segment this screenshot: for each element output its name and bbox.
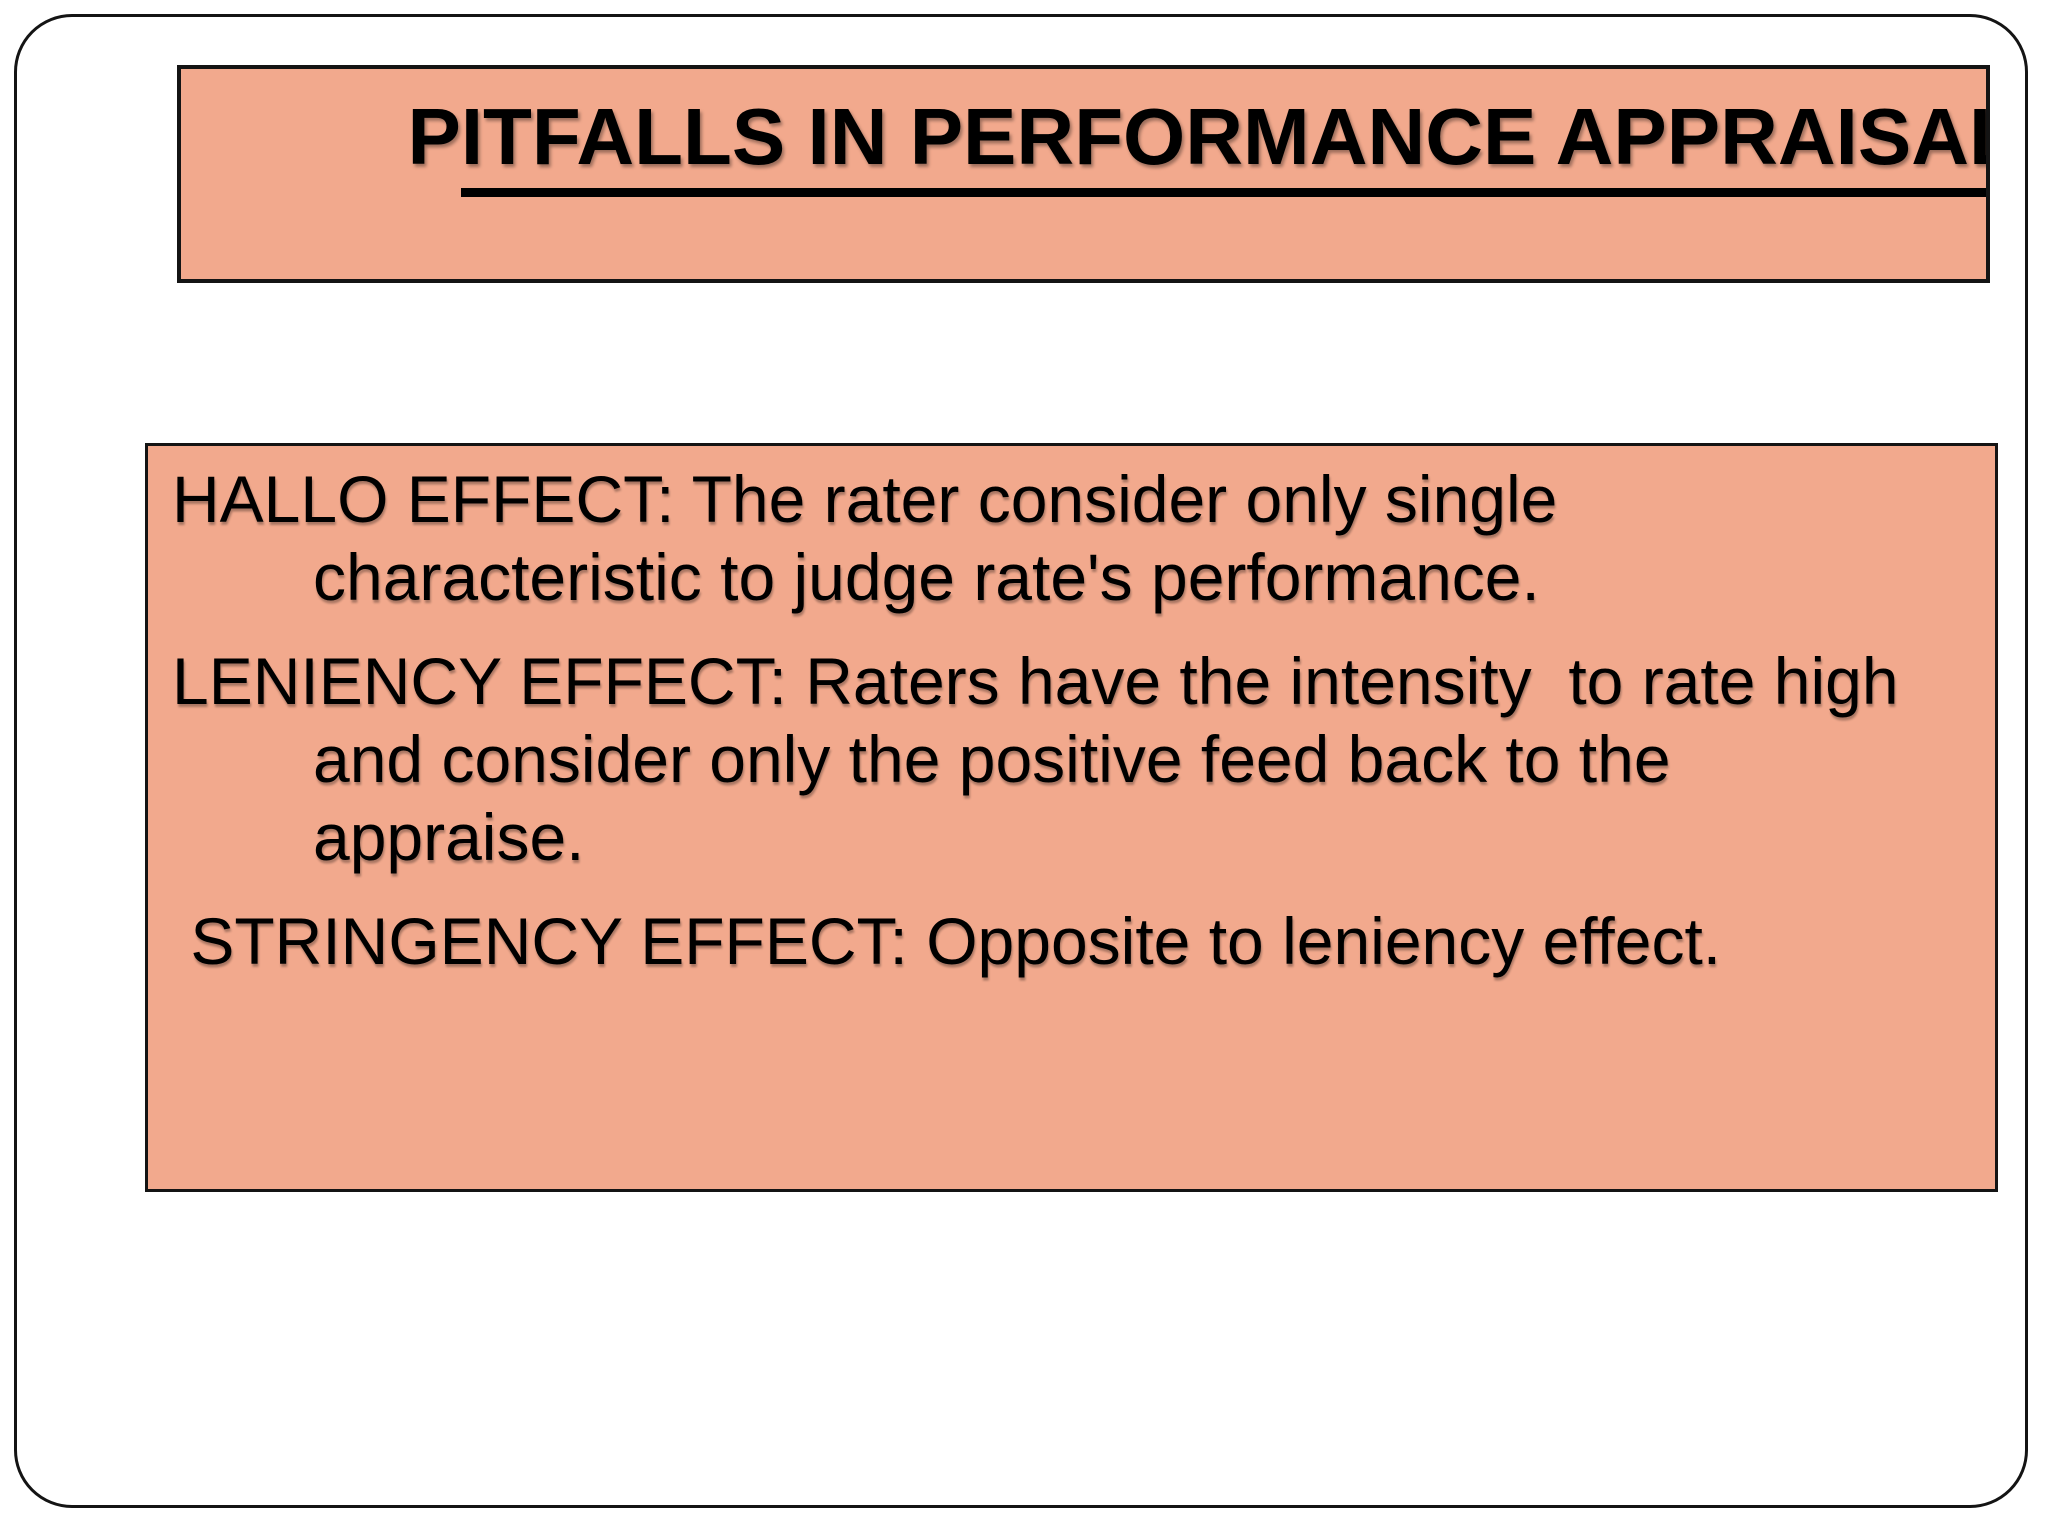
title-bar: PITFALLS IN PERFORMANCE APPRAISAL — [177, 65, 1990, 283]
text-line: STRINGENCY EFFECT: Opposite to leniency … — [172, 904, 1722, 978]
paragraph-stringency-effect: STRINGENCY EFFECT: Opposite to leniency … — [172, 902, 1985, 980]
page-title: PITFALLS IN PERFORMANCE APPRAISAL — [274, 69, 1986, 263]
text-line: and consider only the positive feed back… — [313, 722, 1671, 796]
content-box: HALLO EFFECT: The rater consider only si… — [145, 443, 1998, 1192]
page-title-prefix: P — [407, 92, 461, 181]
paragraph-leniency-effect: LENIENCY EFFECT: Raters have the intensi… — [172, 642, 1985, 876]
text-line: characteristic to judge rate's performan… — [313, 540, 1540, 614]
paragraph-hallo-effect: HALLO EFFECT: The rater consider only si… — [172, 460, 1985, 616]
text-line: appraise. — [313, 800, 585, 874]
text-line: HALLO EFFECT: The rater consider only si… — [172, 462, 1558, 536]
page-title-underlined: ITFALLS IN PERFORMANCE APPRAISAL — [460, 92, 1986, 197]
content-text: HALLO EFFECT: The rater consider only si… — [172, 460, 1985, 980]
text-line: LENIENCY EFFECT: Raters have the intensi… — [172, 644, 1899, 718]
